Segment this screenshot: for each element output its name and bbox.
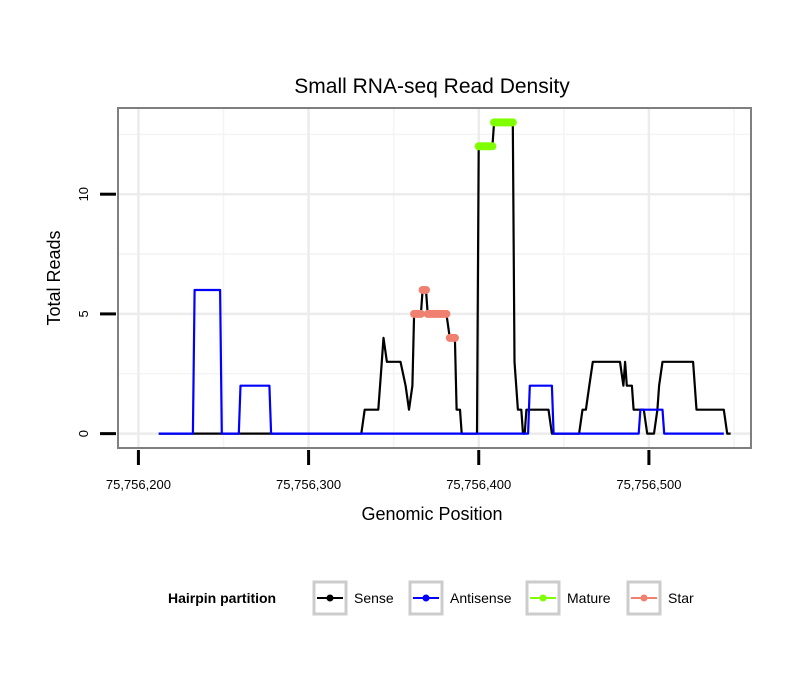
y-tick-label: 0 <box>76 430 91 437</box>
star-point <box>450 333 459 342</box>
legend-label: Star <box>668 590 694 606</box>
star-point <box>442 309 451 318</box>
legend-item-sense: Sense <box>312 580 394 616</box>
antisense-line <box>158 288 724 435</box>
legend-key-point <box>326 594 334 602</box>
series-star <box>410 285 459 342</box>
mature-point <box>488 142 497 151</box>
x-axis: 75,756,200 75,756,300 75,756,400 75,756,500 <box>106 450 681 492</box>
x-tick-label: 75,756,400 <box>446 477 511 492</box>
series-sense <box>158 121 731 435</box>
x-tick-label: 75,756,300 <box>276 477 341 492</box>
sense-line <box>158 121 731 435</box>
series-layer <box>158 118 731 435</box>
legend-key-point <box>539 594 547 602</box>
legend-key-point <box>422 594 430 602</box>
y-tick-label: 5 <box>76 310 91 317</box>
mature-point <box>508 118 517 127</box>
star-point <box>421 285 430 294</box>
legend-label: Sense <box>354 590 394 606</box>
legend-label: Mature <box>567 590 611 606</box>
legend-label: Antisense <box>450 590 512 606</box>
legend-item-mature: Mature <box>525 580 611 616</box>
legend-item-antisense: Antisense <box>408 580 512 616</box>
series-antisense <box>158 288 724 435</box>
y-tick-label: 10 <box>76 187 91 201</box>
x-axis-title: Genomic Position <box>361 504 502 524</box>
legend-title: Hairpin partition <box>168 590 276 606</box>
star-point <box>416 309 425 318</box>
y-axis: 0 5 10 <box>76 187 116 437</box>
legend: Hairpin partition Sense Antisense Mature St… <box>168 580 694 616</box>
legend-key-point <box>640 594 648 602</box>
x-tick-label: 75,756,200 <box>106 477 171 492</box>
series-mature <box>474 118 517 151</box>
chart-title: Small RNA-seq Read Density <box>294 75 570 98</box>
plot-panel-border <box>117 107 752 449</box>
y-axis-title: Total Reads <box>44 230 64 325</box>
plot-panel <box>118 108 751 448</box>
x-tick-label: 75,756,500 <box>616 477 681 492</box>
legend-item-star: Star <box>626 580 694 616</box>
